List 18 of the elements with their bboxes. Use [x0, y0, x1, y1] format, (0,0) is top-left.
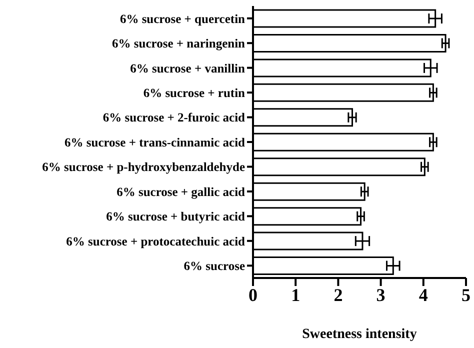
x-axis-title: Sweetness intensity	[302, 326, 417, 342]
x-tick-label: 4	[418, 284, 428, 305]
x-tick-label: 1	[291, 284, 300, 305]
y-tick-label: 6% sucrose	[184, 259, 246, 274]
y-tick-label: 6% sucrose + gallic acid	[116, 184, 246, 199]
y-tick-label: 6% sucrose + vanillin	[130, 61, 246, 76]
y-tick-label: 6% sucrose + quercetin	[120, 12, 246, 26]
y-tick-label: 6% sucrose + butyric acid	[106, 210, 246, 224]
y-tick-label: 6% sucrose + rutin	[143, 86, 246, 100]
y-tick-label: 6% sucrose + protocatechuic acid	[66, 234, 246, 248]
y-tick-label: 6% sucrose + naringenin	[112, 36, 246, 51]
x-tick-label: 5	[462, 284, 470, 305]
x-tick-label: 0	[248, 284, 258, 305]
x-tick-label: 2	[334, 284, 343, 305]
x-tick-label: 3	[376, 284, 386, 305]
y-tick-label: 6% sucrose + p-hydroxybenzaldehyde	[42, 160, 246, 174]
y-tick-label: 6% sucrose + trans-cinnamic acid	[64, 135, 246, 150]
y-tick-label: 6% sucrose + 2-furoic acid	[102, 110, 246, 125]
